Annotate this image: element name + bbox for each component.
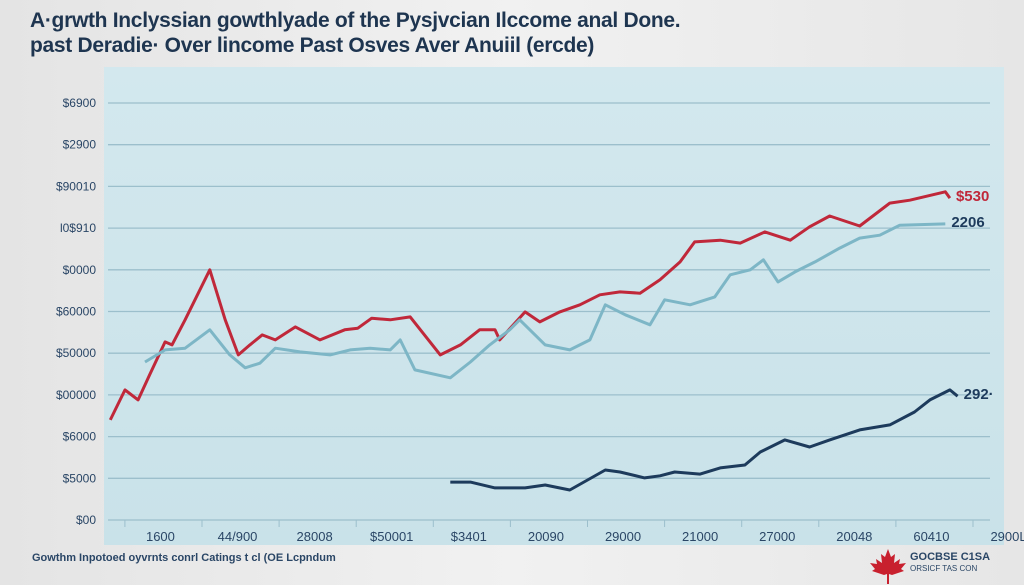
x-tick-label: $50001 (370, 529, 413, 544)
logo-sub: ORSICF TAS CON (910, 564, 978, 573)
x-tick-label: $3401 (451, 529, 487, 544)
x-tick-label: 60410 (913, 529, 949, 544)
x-tick-label: 44/900 (218, 529, 258, 544)
maple-leaf-icon (870, 549, 906, 584)
series-end-label: 2206 (951, 214, 984, 231)
x-tick-label: 20048 (836, 529, 872, 544)
y-tick-label: $6900 (63, 96, 97, 110)
series-line-3 (450, 388, 959, 492)
x-tick-label: 28008 (297, 529, 333, 544)
y-tick-label: $60000 (56, 305, 96, 319)
y-tick-label: $0000 (63, 263, 97, 277)
x-tick-label: 1600 (146, 529, 175, 544)
y-tick-label: l0$910 (60, 221, 96, 235)
x-tick-label: 27000 (759, 529, 795, 544)
chart-title: A·grwth Inclyssian gowthlyade of the Pys… (30, 8, 681, 58)
logo-name: GOCBSE C1SA (910, 551, 991, 563)
y-tick-label: $50000 (56, 346, 96, 360)
series-end-label: 292· (964, 386, 994, 403)
plot-area (104, 67, 1004, 545)
title-line-2: past Deradie· Over lincome Past Osves Av… (30, 34, 595, 57)
series-line-1 (108, 190, 952, 421)
x-tick-label: 29000 (605, 529, 641, 544)
series-line-2 (144, 222, 946, 380)
y-tick-label: $6000 (63, 430, 97, 444)
x-tick-label: 21000 (682, 529, 718, 544)
logo: GOCBSE C1SA ORSICF TAS CON (868, 548, 1018, 584)
y-tick-label: $00 (76, 513, 96, 527)
y-tick-label: $90010 (56, 179, 96, 193)
y-tick-label: $00000 (56, 388, 96, 402)
source-note: Gowthm Inpotoed oyvrnts conrl Catings t … (32, 552, 336, 564)
x-tick-label: 20090 (528, 529, 564, 544)
y-tick-label: $2900 (63, 138, 97, 152)
series-end-label: $530 (956, 188, 989, 205)
y-tick-label: $5000 (63, 471, 97, 485)
title-line-1: A·grwth Inclyssian gowthlyade of the Pys… (30, 9, 681, 32)
x-tick-label: 2900L (990, 529, 1024, 544)
